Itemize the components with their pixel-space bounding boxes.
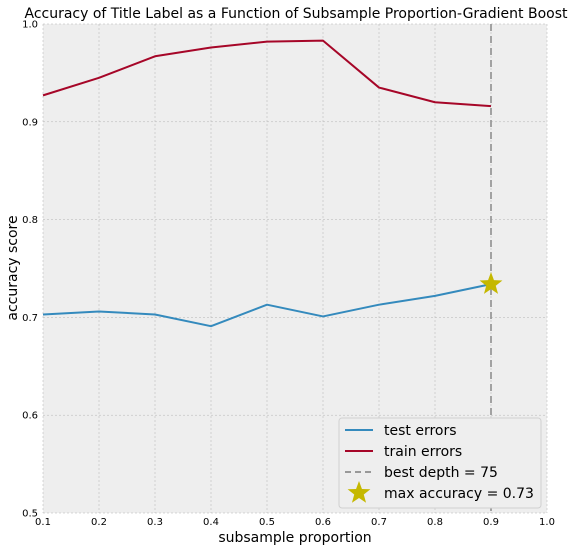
y-axis-label: accuracy score [5,215,21,320]
y-tick-label: 0.7 [22,313,38,324]
legend-swatch-star-icon [347,481,371,503]
legend-label-max-accuracy: max accuracy = 0.73 [384,486,534,502]
y-tick-label: 0.6 [22,411,38,422]
legend-box [338,417,542,509]
y-tick-label: 0.8 [22,215,38,226]
legend-label-train-errors: train errors [384,444,462,460]
x-tick-label: 0.8 [427,517,443,528]
x-tick-label: 0.3 [147,517,163,528]
x-tick-label: 1.0 [539,517,555,528]
legend-label-test-errors: test errors [384,423,457,439]
x-tick-label: 0.1 [35,517,51,528]
legend: test errors train errors best depth = 75… [338,417,542,509]
series-line-test-errors [42,283,492,328]
marker-layer [479,272,503,294]
y-tick-label: 0.9 [22,117,38,128]
x-tick-label: 0.6 [315,517,331,528]
max-accuracy-star-marker [479,272,503,294]
y-tick-label: 1.0 [22,20,38,31]
x-tick-label: 0.4 [203,517,219,528]
grid [42,23,548,514]
x-tick-label: 0.7 [371,517,387,528]
chart-title: Accuracy of Title Label as a Function of… [25,6,568,22]
tick-labels: 0.1 0.2 0.3 0.4 0.5 0.6 0.7 0.8 0.9 1.0 0.5 0.6 0.7 0… [22,20,555,529]
series-layer [42,39,492,328]
x-tick-label: 0.2 [91,517,107,528]
x-tick-label: 0.9 [483,517,499,528]
x-axis-label: subsample proportion [218,530,371,546]
legend-label-best-depth: best depth = 75 [384,465,498,481]
series-line-train-errors [42,39,492,108]
y-tick-label: 0.5 [22,509,38,520]
x-tick-label: 0.5 [259,517,275,528]
